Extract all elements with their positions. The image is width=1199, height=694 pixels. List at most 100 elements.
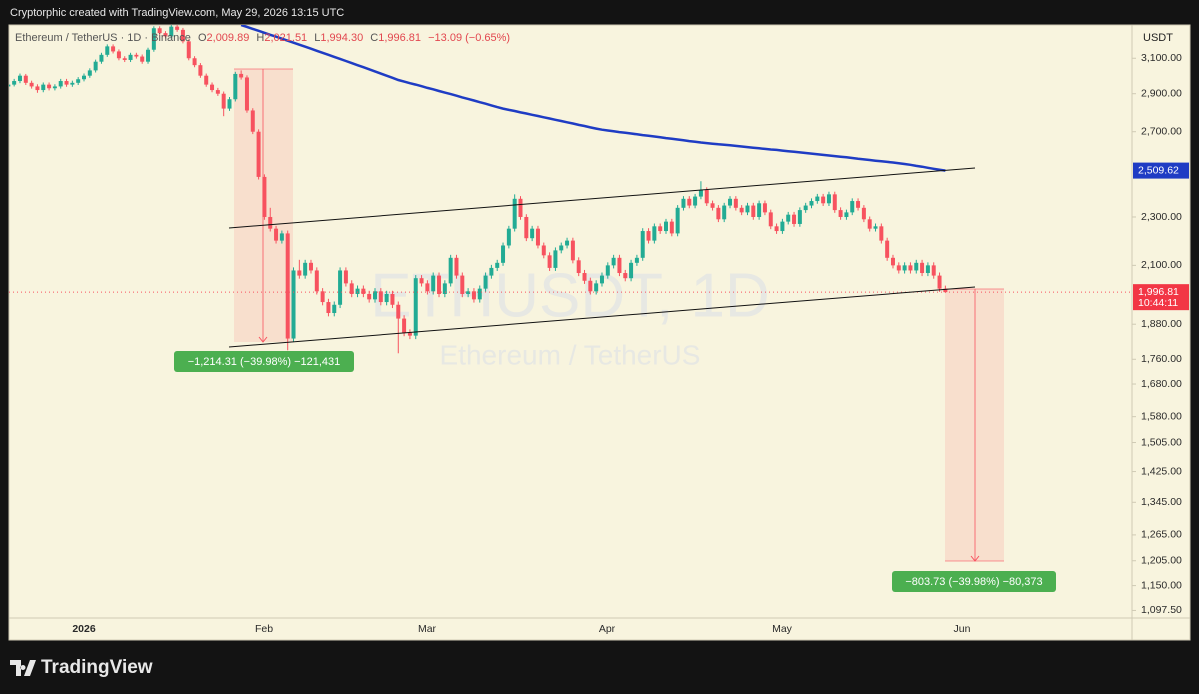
x-tick-label: May	[772, 623, 793, 635]
candle-body	[93, 61, 98, 71]
ma-price-tag	[1133, 162, 1189, 179]
candle-body	[728, 198, 733, 206]
candle-body	[9, 84, 11, 87]
candle-body	[227, 99, 232, 109]
x-tick-label: Mar	[418, 623, 437, 635]
measure-arrowhead	[258, 336, 268, 343]
candle-body	[861, 207, 866, 220]
candle-body	[99, 54, 104, 62]
candle-body	[320, 291, 325, 303]
candle-body	[832, 194, 837, 211]
candle-body	[896, 265, 901, 271]
candle-body	[541, 245, 546, 256]
ma-price-label: 2,509.62	[1138, 164, 1179, 176]
candle-body	[448, 257, 453, 284]
candle-body	[873, 226, 878, 229]
candle-body	[757, 203, 762, 217]
candle-body	[256, 131, 261, 177]
candle-body	[285, 233, 290, 339]
candle-body	[29, 82, 34, 87]
candle-body	[378, 291, 383, 303]
candle-body	[250, 110, 255, 132]
candle-body	[349, 283, 354, 294]
candle-body	[751, 205, 756, 217]
y-tick-label: 1,680.00	[1141, 378, 1182, 390]
candle-body	[76, 79, 81, 83]
candle-body	[640, 231, 645, 258]
candle-body	[588, 280, 593, 292]
candle-body	[838, 210, 843, 217]
candle-body	[518, 198, 523, 217]
y-tick-label: 1,760.00	[1141, 353, 1182, 365]
candle-body	[716, 207, 721, 220]
candle-body	[623, 273, 628, 279]
y-tick-label: 2,300.00	[1141, 211, 1182, 223]
candle-body	[687, 198, 692, 206]
brand-name: TradingView	[41, 657, 153, 678]
candle-body	[925, 265, 930, 274]
candle-body	[599, 275, 604, 284]
candle-body	[204, 75, 209, 85]
brand-logo	[10, 660, 36, 676]
plot-area: ETHUSDT, 1D Ethereum / TetherUS	[9, 25, 1132, 562]
x-tick-label: Jun	[954, 623, 971, 635]
candle-body	[82, 75, 86, 80]
last-price-label: 1,996.81	[1138, 286, 1179, 298]
candle-body	[943, 288, 948, 293]
candle-body	[134, 54, 139, 57]
candle-body	[890, 257, 895, 266]
candle-body	[739, 207, 744, 213]
candle-body	[402, 318, 407, 333]
candle-body	[867, 219, 872, 229]
candle-body	[233, 73, 238, 100]
candle-body	[495, 262, 500, 268]
candle-body	[87, 70, 92, 76]
chart-panel	[8, 24, 1191, 641]
candle-body	[198, 65, 203, 76]
price-axis: 3,100.00 2,900.00 2,700.00 2,300.00 2,100.00…	[1132, 52, 1182, 616]
moving-average	[240, 25, 946, 172]
candle-body	[815, 196, 820, 202]
candle-body	[652, 226, 657, 241]
y-tick-label: 1,880.00	[1141, 318, 1182, 330]
candle-body	[244, 77, 249, 111]
candle-body	[850, 201, 855, 213]
candle-body	[774, 226, 779, 232]
candle-body	[111, 46, 116, 52]
candle-body	[629, 262, 634, 279]
candle-body	[140, 56, 145, 62]
candle-body	[908, 265, 913, 271]
candle-body	[535, 228, 540, 246]
y-tick-label: 3,100.00	[1141, 52, 1182, 64]
watermark-name: Ethereum / TetherUS	[440, 339, 701, 370]
candle-body	[530, 228, 535, 239]
watermark-symbol: ETHUSDT, 1D	[370, 261, 770, 330]
candle-body	[675, 207, 680, 234]
candle-body	[169, 26, 174, 37]
candle-body	[192, 58, 197, 66]
candle-body	[308, 262, 313, 271]
candle-body	[23, 75, 28, 83]
candle-body	[937, 275, 942, 289]
legend-key: H	[256, 32, 264, 44]
y-tick-label: 1,580.00	[1141, 410, 1182, 422]
candle-body	[35, 86, 40, 91]
candle-body	[797, 210, 802, 224]
candle-body	[902, 265, 907, 271]
candle-body	[373, 291, 377, 300]
candle-body	[122, 58, 127, 60]
candle-body	[390, 293, 395, 305]
last-price-tag	[1133, 284, 1189, 311]
candle-body	[658, 226, 663, 232]
candle-body	[279, 233, 284, 241]
y-tick-label: 2,100.00	[1141, 259, 1182, 271]
candle-body	[669, 221, 674, 234]
legend-change: −13.09 (−0.65%)	[428, 32, 510, 44]
candle-body	[506, 228, 511, 246]
candle-body	[297, 270, 302, 276]
candle-body	[501, 245, 506, 263]
candle-body	[332, 304, 337, 314]
candle-body	[64, 81, 69, 85]
candle-body	[681, 198, 686, 208]
candle-body	[826, 194, 831, 204]
